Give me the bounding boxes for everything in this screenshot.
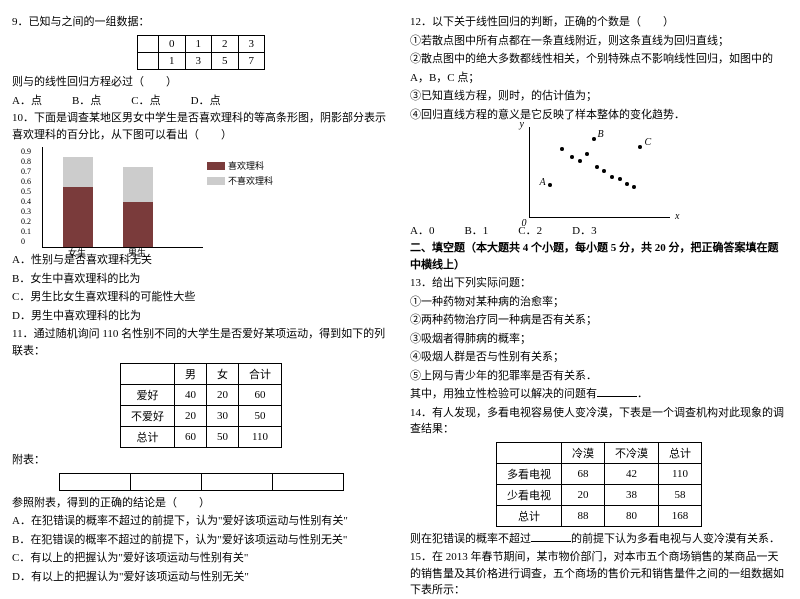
ylabel: 0.5 bbox=[21, 187, 31, 196]
q13-2: ②两种药物治疗同一种病是否有关系； bbox=[410, 312, 788, 329]
q12-2: ②散点图中的绝大多数都线性相关，个别特殊点不影响线性回归，如图中的 bbox=[410, 51, 788, 68]
dot bbox=[632, 185, 636, 189]
q10-c: C．男生比女生喜欢理科的可能性大些 bbox=[12, 289, 390, 306]
q12: 12．以下关于线性回归的判断，正确的个数是（ ） bbox=[410, 14, 788, 31]
bar-male bbox=[123, 202, 153, 247]
dot bbox=[618, 177, 622, 181]
right-column: 12．以下关于线性回归的判断，正确的个数是（ ） ①若散点图中所有点都在一条直线… bbox=[410, 12, 788, 553]
q13-4: ④吸烟人群是否与性别有关系； bbox=[410, 349, 788, 366]
dot bbox=[585, 152, 589, 156]
xlabel: 男生 bbox=[128, 246, 146, 259]
q12-4: ④回归直线方程的意义是它反映了样本整体的变化趋势． bbox=[410, 107, 788, 124]
q11-c: C．有以上的把握认为"爱好该项运动与性别有关" bbox=[12, 550, 390, 567]
ylabel: 0 bbox=[21, 237, 25, 246]
q11-a: A．在犯错误的概率不超过的前提下，认为"爱好该项运动与性别有关" bbox=[12, 513, 390, 530]
q11-table: 男女合计 爱好402060 不爱好203050 总计6050110 bbox=[120, 363, 282, 448]
q13-text: 其中，用独立性检验可以解决的问题有 bbox=[410, 388, 597, 400]
point-a-label: A bbox=[540, 177, 546, 188]
blank bbox=[597, 396, 637, 397]
q12-1: ①若散点图中所有点都在一条直线附近，则这条直线为回归直线； bbox=[410, 33, 788, 50]
q13: 13．给出下列实际问题： bbox=[410, 275, 788, 292]
ylabel: 0.3 bbox=[21, 207, 31, 216]
q12-3: ③已知直线方程，则时，的估计值为； bbox=[410, 88, 788, 105]
dot bbox=[610, 175, 614, 179]
legend-label: 不喜欢理科 bbox=[228, 174, 273, 187]
q9-text: 9．已知与之间的一组数据： bbox=[12, 14, 390, 31]
dot bbox=[578, 159, 582, 163]
point-b-label: B bbox=[598, 129, 604, 140]
q14-text1: 则在犯错误的概率不超过 bbox=[410, 533, 531, 545]
q11-ref-table bbox=[59, 473, 344, 491]
opt-b: B．1 bbox=[464, 222, 488, 238]
q13-end: 其中，用独立性检验可以解决的问题有 ． bbox=[410, 386, 788, 403]
legend: 喜欢理科 不喜欢理科 bbox=[207, 157, 273, 189]
q11-stem: 参照附表，得到的正确的结论是（ ） bbox=[12, 495, 390, 512]
q9-stem: 则与的线性回归方程必过（ ） bbox=[12, 74, 390, 91]
section-2-title: 二、填空题（本大题共 4 个小题，每小题 5 分，共 20 分，把正确答案填在题… bbox=[410, 240, 788, 273]
y-axis-label: y bbox=[520, 119, 524, 130]
q11-d: D．有以上的把握认为"爱好该项运动与性别无关" bbox=[12, 569, 390, 586]
dot bbox=[592, 137, 596, 141]
opt-a: A．0 bbox=[410, 222, 434, 238]
q11-text: 11．通过随机询问 110 名性别不同的大学生是否爱好某项运动，得到如下的列联表… bbox=[12, 326, 390, 359]
ylabel: 0.7 bbox=[21, 167, 31, 176]
q9-table: 0123 1357 bbox=[137, 35, 265, 70]
swatch-icon bbox=[207, 162, 225, 170]
dot bbox=[602, 169, 606, 173]
bar-male-top bbox=[123, 167, 153, 202]
q11-b: B．在犯错误的概率不超过的前提下，认为"爱好该项运动与性别无关" bbox=[12, 532, 390, 549]
ylabel: 0.4 bbox=[21, 197, 31, 206]
blank bbox=[531, 541, 571, 542]
dot bbox=[638, 145, 642, 149]
xlabel: 女生 bbox=[68, 246, 86, 259]
dot bbox=[595, 165, 599, 169]
ylabel: 0.6 bbox=[21, 177, 31, 186]
opt-a: A．点 bbox=[12, 92, 42, 108]
ylabel: 0.1 bbox=[21, 227, 31, 236]
scatter-plot: y A B C 0 x bbox=[529, 127, 670, 218]
q13-5: ⑤上网与青少年的犯罪率是否有关系． bbox=[410, 368, 788, 385]
q10-b: B．女生中喜欢理科的比为 bbox=[12, 271, 390, 288]
q10-d: D．男生中喜欢理科的比为 bbox=[12, 308, 390, 325]
q9-options: A．点 B．点 C．点 D．点 bbox=[12, 92, 390, 108]
q10-text: 10．下面是调查某地区男女中学生是否喜欢理科的等高条形图，阴影部分表示喜欢理科的… bbox=[12, 110, 390, 143]
q12-2b: A，B，C 点； bbox=[410, 70, 788, 87]
bar-female bbox=[63, 187, 93, 247]
legend-label: 喜欢理科 bbox=[228, 159, 264, 172]
opt-b: B．点 bbox=[72, 92, 101, 108]
q12-options: A．0 B．1 C．2 D．3 bbox=[410, 222, 788, 238]
q14-text2: 的前提下认为多看电视与人变冷漠有关系． bbox=[571, 533, 780, 545]
dot bbox=[625, 182, 629, 186]
bar-chart: 0.9 0.8 0.7 0.6 0.5 0.4 0.3 0.2 0.1 0 女生… bbox=[42, 147, 203, 248]
q14: 14．有人发现，多看电视容易使人变冷漠，下表是一个调查机构对此现象的调查结果： bbox=[410, 405, 788, 438]
q11-ref: 附表： bbox=[12, 452, 390, 469]
swatch-icon bbox=[207, 177, 225, 185]
dot bbox=[560, 147, 564, 151]
opt-d: D．点 bbox=[191, 92, 221, 108]
x-axis-label: x bbox=[675, 211, 679, 222]
ylabel: 0.2 bbox=[21, 217, 31, 226]
dot bbox=[548, 183, 552, 187]
origin-label: 0 bbox=[522, 218, 527, 229]
ylabel: 0.9 bbox=[21, 147, 31, 156]
q13-1: ①一种药物对某种病的治愈率； bbox=[410, 294, 788, 311]
opt-c: C．点 bbox=[131, 92, 160, 108]
q15: 15．在 2013 年春节期间，某市物价部门，对本市五个商场销售的某商品一天的销… bbox=[410, 549, 788, 599]
q14-end: 则在犯错误的概率不超过 的前提下认为多看电视与人变冷漠有关系． bbox=[410, 531, 788, 548]
dot bbox=[570, 155, 574, 159]
point-c-label: C bbox=[645, 137, 652, 148]
bar-female-top bbox=[63, 157, 93, 187]
ylabel: 0.8 bbox=[21, 157, 31, 166]
left-column: 9．已知与之间的一组数据： 0123 1357 则与的线性回归方程必过（ ） A… bbox=[12, 12, 390, 553]
opt-d: D．3 bbox=[572, 222, 596, 238]
q14-table: 冷漠不冷漠总计 多看电视6842110 少看电视203858 总计8880168 bbox=[496, 442, 702, 527]
period: ． bbox=[637, 388, 648, 400]
q13-3: ③吸烟者得肺病的概率； bbox=[410, 331, 788, 348]
